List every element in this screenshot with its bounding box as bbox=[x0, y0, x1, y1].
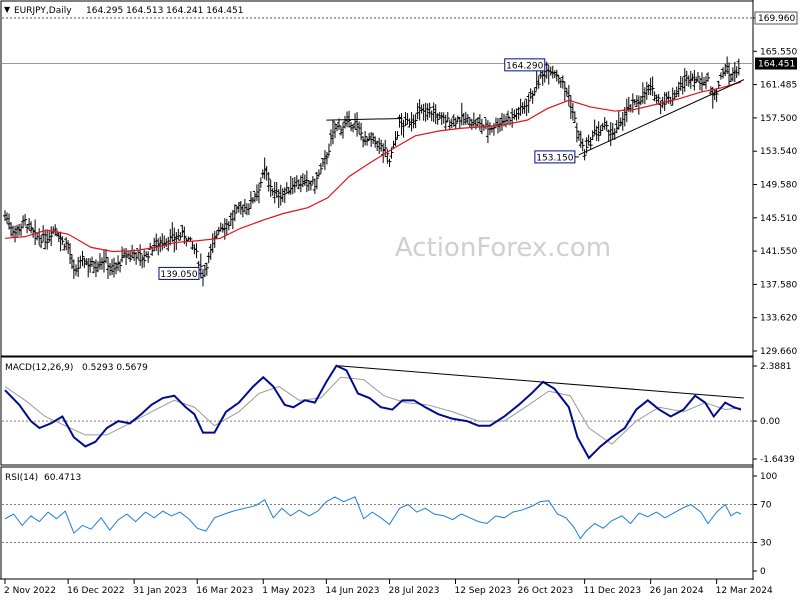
macd-trendline bbox=[337, 365, 744, 399]
time-axis-label: 31 Jan 2023 bbox=[133, 586, 187, 596]
price-annotation-box bbox=[158, 266, 200, 280]
price-annotation-label: 139.050 bbox=[160, 270, 197, 280]
time-axis-label: 12 Sep 2023 bbox=[454, 586, 511, 596]
macd-axis-label: 0.00 bbox=[760, 417, 780, 427]
reference-price-box bbox=[754, 11, 798, 25]
rsi-axis-label: 70 bbox=[760, 501, 772, 511]
rsi-title: RSI(14) bbox=[5, 473, 38, 483]
price-trendline bbox=[578, 79, 745, 156]
price-axis-label: 153.540 bbox=[760, 147, 797, 157]
macd-axis-label: 2.3881 bbox=[760, 362, 792, 372]
macd-values: 0.5293 0.5679 bbox=[82, 363, 148, 373]
price-panel-frame bbox=[0, 0, 754, 357]
macd-line bbox=[4, 364, 742, 460]
time-axis-label: 14 Jun 2023 bbox=[325, 586, 379, 596]
rsi-values: 60.4713 bbox=[44, 473, 81, 483]
rsi-line bbox=[4, 496, 742, 540]
price-trendline bbox=[326, 117, 403, 121]
watermark: ActionForex.com bbox=[395, 233, 611, 263]
time-axis-label: 1 May 2023 bbox=[262, 586, 315, 596]
price-axis-label: 161.485 bbox=[760, 81, 797, 91]
time-axis-label: 26 Oct 2023 bbox=[518, 586, 574, 596]
price-axis-label: 141.550 bbox=[760, 247, 797, 257]
symbol-title: EURJPY,Daily bbox=[14, 6, 72, 16]
time-axis-label: 28 Jul 2023 bbox=[388, 586, 439, 596]
rsi-panel-frame bbox=[0, 466, 754, 580]
time-axis-label: 12 Mar 2024 bbox=[716, 586, 773, 596]
rsi-axis-label: 100 bbox=[760, 472, 777, 482]
price-axis-label: 133.620 bbox=[760, 314, 797, 324]
price-axis-label: 157.500 bbox=[760, 114, 797, 124]
price-annotation-label: 164.290 bbox=[506, 61, 543, 71]
macd-signal-line bbox=[4, 376, 742, 445]
price-annotation-box bbox=[534, 150, 576, 164]
time-axis-label: 26 Jan 2024 bbox=[650, 586, 704, 596]
rsi-axis-label: 30 bbox=[760, 539, 772, 549]
ohlc-values: 164.295 164.513 164.241 164.451 bbox=[86, 6, 243, 16]
macd-panel-frame bbox=[0, 356, 754, 466]
price-axis-label: 137.580 bbox=[760, 280, 797, 290]
time-axis-label: 2 Nov 2022 bbox=[4, 586, 56, 596]
price-annotation-label: 153.150 bbox=[536, 153, 573, 163]
current-price-box bbox=[755, 57, 797, 70]
time-axis-label: 16 Dec 2022 bbox=[67, 586, 125, 596]
collapse-arrow-icon[interactable]: ▼ bbox=[4, 5, 11, 14]
price-axis-label: 149.580 bbox=[760, 181, 797, 191]
time-axis-label: 16 Mar 2023 bbox=[196, 586, 253, 596]
price-axis-label: 145.510 bbox=[760, 214, 797, 224]
macd-title: MACD(12,26,9) bbox=[5, 363, 73, 373]
time-axis-label: 11 Dec 2023 bbox=[584, 586, 642, 596]
price-axis-label: 165.550 bbox=[760, 47, 797, 57]
moving-average-line bbox=[4, 81, 742, 253]
reference-price-label: 169.960 bbox=[758, 14, 795, 24]
macd-axis-label: -1.6439 bbox=[760, 455, 795, 465]
current-price-label: 164.451 bbox=[758, 60, 795, 70]
price-axis-label: 129.660 bbox=[760, 347, 797, 357]
price-annotation-box bbox=[504, 58, 546, 72]
rsi-axis-label: 0 bbox=[760, 567, 766, 577]
